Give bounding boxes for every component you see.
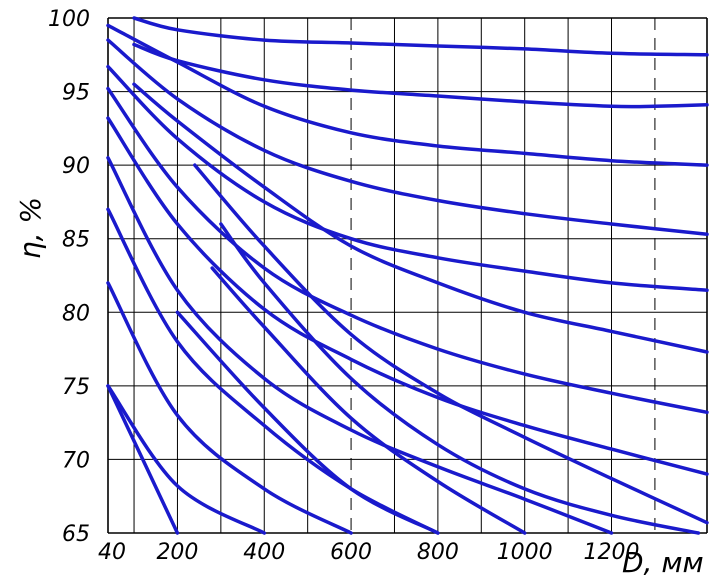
series-line-8 <box>106 116 709 476</box>
series-line-4 <box>106 38 709 237</box>
y-tick-label: 65 <box>62 522 90 547</box>
x-tick-label: 400 <box>243 540 285 565</box>
series-line-16 <box>106 384 267 535</box>
series-line-1 <box>132 16 709 57</box>
series-line-5 <box>106 64 709 292</box>
series-line-14 <box>175 310 440 535</box>
series-line-11 <box>106 156 614 535</box>
series-line-2 <box>132 42 709 109</box>
series-line-7 <box>106 86 709 415</box>
x-tick-label: 40 <box>98 540 126 565</box>
y-tick-label: 95 <box>62 81 90 106</box>
series-line-10 <box>219 222 701 535</box>
y-axis-label: η, % <box>14 197 47 259</box>
x-tick-label: 800 <box>417 540 459 565</box>
x-tick-label: 1000 <box>497 540 553 565</box>
series-line-9 <box>193 163 709 525</box>
x-axis-label: D, мм <box>622 546 704 579</box>
y-tick-label: 80 <box>62 301 90 326</box>
y-tick-label: 70 <box>62 448 90 473</box>
x-tick-labels: 40 200 400 600 800 1000 1200 <box>98 540 640 565</box>
y-tick-label: 90 <box>62 154 90 179</box>
series-line-15 <box>106 281 353 535</box>
series-lines <box>106 16 709 535</box>
y-tick-label: 75 <box>62 375 90 400</box>
y-tick-labels: 100 95 90 85 80 75 70 65 <box>48 7 90 547</box>
y-tick-label: 100 <box>48 7 90 32</box>
series-line-17 <box>106 384 180 535</box>
series-line-12 <box>210 266 527 535</box>
series-line-3 <box>106 23 709 167</box>
x-tick-label: 1200 <box>584 540 640 565</box>
x-tick-label: 600 <box>330 540 372 565</box>
series-line-6 <box>132 82 709 354</box>
x-tick-label: 200 <box>156 540 198 565</box>
y-tick-label: 85 <box>62 228 90 253</box>
